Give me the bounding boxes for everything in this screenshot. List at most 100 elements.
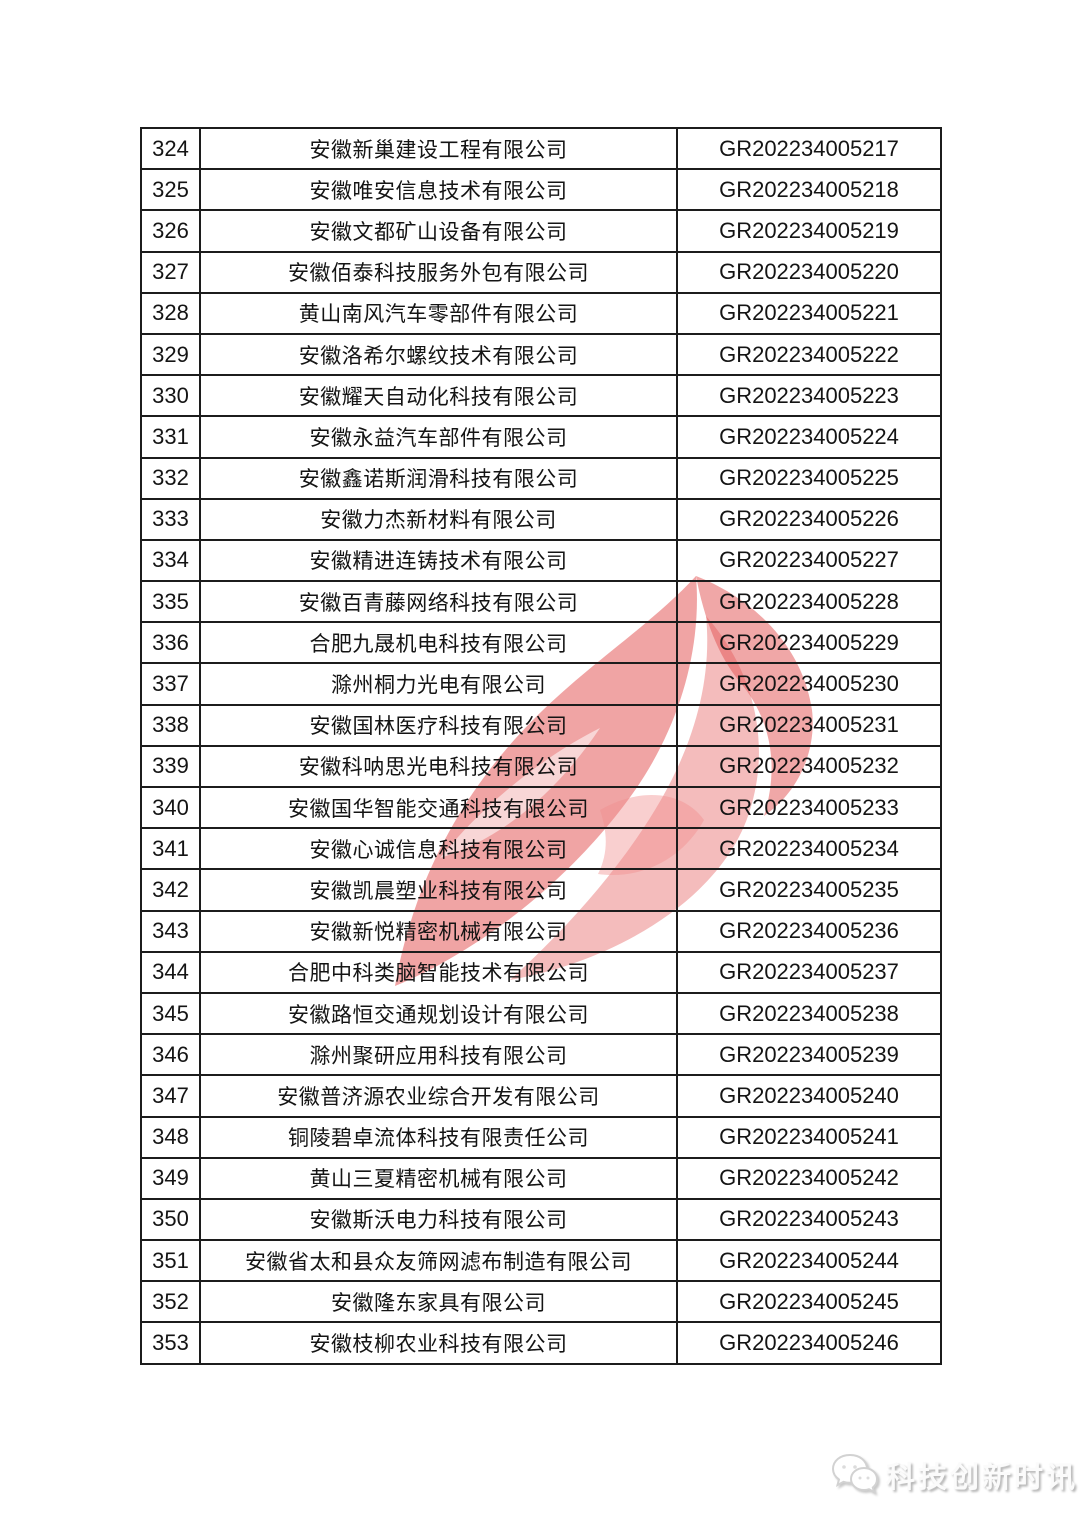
table-row: 341 安徽心诚信息科技有限公司 GR202234005234 <box>140 827 942 871</box>
company-name: 安徽新巢建设工程有限公司 <box>199 126 678 171</box>
certificate-number: GR202234005220 <box>676 250 942 294</box>
row-index: 351 <box>140 1239 201 1283</box>
company-name: 安徽凯晨塑业科技有限公司 <box>199 868 678 912</box>
row-index: 334 <box>140 538 201 583</box>
row-index: 346 <box>140 1033 201 1077</box>
table-row: 347 安徽普济源农业综合开发有限公司 GR202234005240 <box>140 1074 942 1118</box>
row-index: 335 <box>140 580 201 624</box>
certificate-number: GR202234005243 <box>676 1197 942 1242</box>
certificate-number: GR202234005228 <box>676 580 942 624</box>
row-index: 337 <box>140 662 201 706</box>
certificate-number: GR202234005241 <box>676 1115 942 1159</box>
company-name: 安徽鑫诺斯润滑科技有限公司 <box>199 456 678 500</box>
row-index: 345 <box>140 991 201 1036</box>
row-index: 343 <box>140 909 201 953</box>
company-name: 安徽精进连铸技术有限公司 <box>199 538 678 583</box>
company-name: 滁州聚研应用科技有限公司 <box>199 1033 678 1077</box>
wechat-icon <box>831 1453 879 1495</box>
certificate-number: GR202234005233 <box>676 785 942 830</box>
company-name: 安徽枝柳农业科技有限公司 <box>199 1321 678 1365</box>
row-index: 339 <box>140 744 201 789</box>
row-index: 327 <box>140 250 201 294</box>
row-index: 336 <box>140 621 201 665</box>
table-row: 353 安徽枝柳农业科技有限公司 GR202234005246 <box>140 1321 942 1365</box>
certificate-number: GR202234005223 <box>676 374 942 418</box>
certificate-number: GR202234005230 <box>676 662 942 706</box>
table-row: 331 安徽永益汽车部件有限公司 GR202234005224 <box>140 415 942 459</box>
certificate-number: GR202234005224 <box>676 415 942 459</box>
certificate-number: GR202234005221 <box>676 291 942 335</box>
certificate-number: GR202234005229 <box>676 621 942 665</box>
certificate-number: GR202234005237 <box>676 950 942 994</box>
table-row: 335 安徽百青藤网络科技有限公司 GR202234005228 <box>140 580 942 624</box>
certificate-number: GR202234005234 <box>676 827 942 871</box>
company-name: 安徽普济源农业综合开发有限公司 <box>199 1074 678 1118</box>
company-name: 安徽佰泰科技服务外包有限公司 <box>199 250 678 294</box>
certificate-number: GR202234005226 <box>676 497 942 541</box>
certificate-number: GR202234005217 <box>676 126 942 171</box>
table-row: 325 安徽唯安信息技术有限公司 GR202234005218 <box>140 168 942 212</box>
company-name: 安徽斯沃电力科技有限公司 <box>199 1197 678 1242</box>
row-index: 342 <box>140 868 201 912</box>
company-name: 安徽心诚信息科技有限公司 <box>199 827 678 871</box>
certificate-number: GR202234005219 <box>676 209 942 253</box>
company-name: 安徽省太和县众友筛网滤布制造有限公司 <box>199 1239 678 1283</box>
table-row: 327 安徽佰泰科技服务外包有限公司 GR202234005220 <box>140 250 942 294</box>
certificate-number: GR202234005246 <box>676 1321 942 1365</box>
company-name: 合肥中科类脑智能技术有限公司 <box>199 950 678 994</box>
certificate-number: GR202234005231 <box>676 703 942 747</box>
company-name: 安徽隆东家具有限公司 <box>199 1280 678 1324</box>
table-row: 336 合肥九晟机电科技有限公司 GR202234005229 <box>140 621 942 665</box>
company-name: 合肥九晟机电科技有限公司 <box>199 621 678 665</box>
company-name: 安徽耀天自动化科技有限公司 <box>199 374 678 418</box>
table-row: 328 黄山南风汽车零部件有限公司 GR202234005221 <box>140 291 942 335</box>
table-row: 326 安徽文都矿山设备有限公司 GR202234005219 <box>140 209 942 253</box>
row-index: 340 <box>140 785 201 830</box>
table-row: 324 安徽新巢建设工程有限公司 GR202234005217 <box>140 126 942 171</box>
certificate-number: GR202234005227 <box>676 538 942 583</box>
certificate-number: GR202234005240 <box>676 1074 942 1118</box>
table-row: 345 安徽路恒交通规划设计有限公司 GR202234005238 <box>140 991 942 1036</box>
certificate-number: GR202234005235 <box>676 868 942 912</box>
table-row: 350 安徽斯沃电力科技有限公司 GR202234005243 <box>140 1197 942 1242</box>
table-row: 330 安徽耀天自动化科技有限公司 GR202234005223 <box>140 374 942 418</box>
company-name: 安徽新悦精密机械有限公司 <box>199 909 678 953</box>
row-index: 348 <box>140 1115 201 1159</box>
row-index: 331 <box>140 415 201 459</box>
footer-brand: 科技创新时讯 <box>830 1449 1078 1501</box>
certificate-number: GR202234005218 <box>676 168 942 212</box>
certificate-number: GR202234005225 <box>676 456 942 500</box>
table-row: 329 安徽洛希尔螺纹技术有限公司 GR202234005222 <box>140 332 942 377</box>
table-row: 340 安徽国华智能交通科技有限公司 GR202234005233 <box>140 785 942 830</box>
row-index: 324 <box>140 126 201 171</box>
company-name: 安徽国林医疗科技有限公司 <box>199 703 678 747</box>
certificate-number: GR202234005232 <box>676 744 942 789</box>
row-index: 329 <box>140 332 201 377</box>
company-name: 黄山南风汽车零部件有限公司 <box>199 291 678 335</box>
row-index: 341 <box>140 827 201 871</box>
row-index: 353 <box>140 1321 201 1365</box>
row-index: 328 <box>140 291 201 335</box>
row-index: 352 <box>140 1280 201 1324</box>
company-name: 安徽永益汽车部件有限公司 <box>199 415 678 459</box>
row-index: 338 <box>140 703 201 747</box>
row-index: 330 <box>140 374 201 418</box>
table-row: 342 安徽凯晨塑业科技有限公司 GR202234005235 <box>140 868 942 912</box>
table-row: 338 安徽国林医疗科技有限公司 GR202234005231 <box>140 703 942 747</box>
row-index: 325 <box>140 168 201 212</box>
table-row: 334 安徽精进连铸技术有限公司 GR202234005227 <box>140 538 942 583</box>
row-index: 350 <box>140 1197 201 1242</box>
row-index: 349 <box>140 1156 201 1200</box>
table-row: 344 合肥中科类脑智能技术有限公司 GR202234005237 <box>140 950 942 994</box>
row-index: 344 <box>140 950 201 994</box>
company-name: 安徽文都矿山设备有限公司 <box>199 209 678 253</box>
table-row: 349 黄山三夏精密机械有限公司 GR202234005242 <box>140 1156 942 1200</box>
certificate-number: GR202234005239 <box>676 1033 942 1077</box>
company-name: 安徽洛希尔螺纹技术有限公司 <box>199 332 678 377</box>
row-index: 332 <box>140 456 201 500</box>
certificate-number: GR202234005238 <box>676 991 942 1036</box>
table-row: 348 铜陵碧卓流体科技有限责任公司 GR202234005241 <box>140 1115 942 1159</box>
row-index: 347 <box>140 1074 201 1118</box>
table-row: 343 安徽新悦精密机械有限公司 GR202234005236 <box>140 909 942 953</box>
